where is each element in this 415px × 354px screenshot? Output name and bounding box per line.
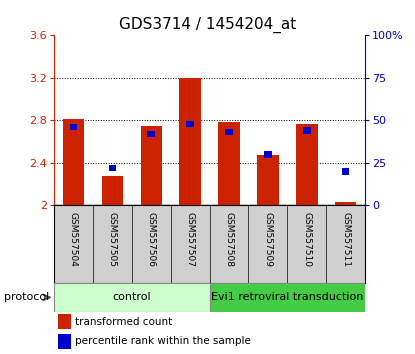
Bar xyxy=(179,78,201,205)
Text: GSM557511: GSM557511 xyxy=(341,212,350,267)
Text: GSM557510: GSM557510 xyxy=(303,212,311,267)
Text: control: control xyxy=(112,292,151,302)
Bar xyxy=(186,120,194,127)
Bar xyxy=(147,131,155,137)
Bar xyxy=(264,151,272,158)
Bar xyxy=(303,127,310,134)
Bar xyxy=(218,122,240,205)
Bar xyxy=(109,165,116,171)
Bar xyxy=(102,176,123,205)
Bar xyxy=(335,202,356,205)
Bar xyxy=(58,334,71,348)
Bar xyxy=(296,124,317,205)
Bar xyxy=(58,314,71,329)
Bar xyxy=(257,155,278,205)
Bar xyxy=(141,126,162,205)
Text: protocol: protocol xyxy=(4,292,49,302)
Text: Evi1 retroviral transduction: Evi1 retroviral transduction xyxy=(211,292,364,302)
Text: percentile rank within the sample: percentile rank within the sample xyxy=(75,336,251,346)
Bar xyxy=(54,283,210,312)
Text: GSM557509: GSM557509 xyxy=(264,212,272,267)
Text: GDS3714 / 1454204_at: GDS3714 / 1454204_at xyxy=(119,17,296,33)
Bar xyxy=(63,119,84,205)
Bar xyxy=(225,129,233,136)
Text: GSM557507: GSM557507 xyxy=(186,212,195,267)
Text: GSM557504: GSM557504 xyxy=(69,212,78,267)
Text: GSM557508: GSM557508 xyxy=(225,212,234,267)
Bar xyxy=(70,124,77,130)
Text: GSM557505: GSM557505 xyxy=(108,212,117,267)
Bar xyxy=(342,168,349,175)
Text: transformed count: transformed count xyxy=(75,316,172,327)
Text: GSM557506: GSM557506 xyxy=(147,212,156,267)
Bar xyxy=(210,283,365,312)
